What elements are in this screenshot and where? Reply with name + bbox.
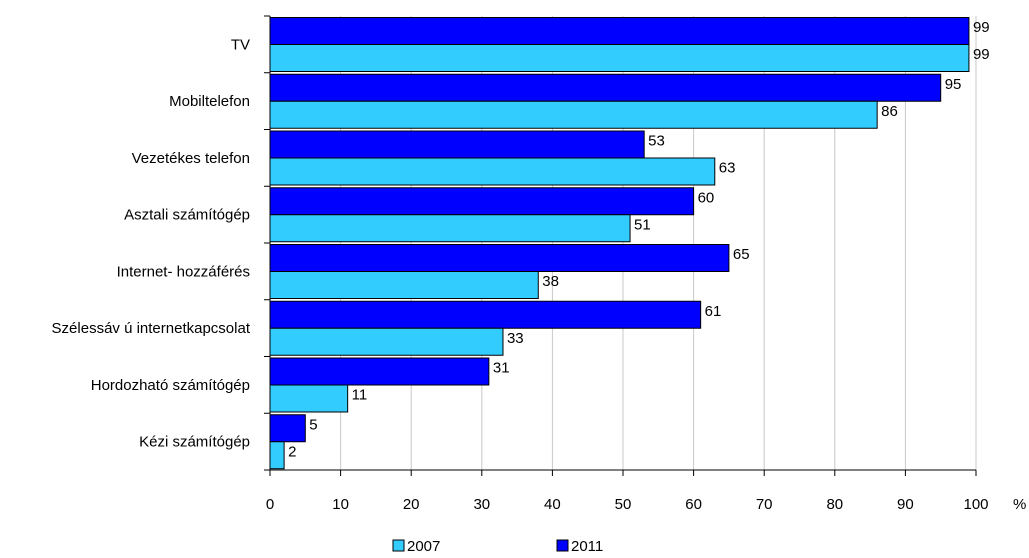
axes — [264, 15, 977, 476]
x-tick-label: 70 — [756, 496, 773, 513]
data-label: 53 — [648, 133, 665, 150]
legend-label: 2011 — [571, 538, 603, 555]
category-label: Szélessáv ú internetkapcsolat — [52, 320, 251, 337]
bar-2011 — [269, 300, 702, 329]
bar-2011 — [269, 130, 645, 159]
bar-2011 — [269, 414, 306, 443]
bar-2011 — [269, 187, 695, 216]
x-tick-label: 100 — [963, 496, 988, 513]
x-tick-label: 40 — [544, 496, 561, 513]
data-label: 86 — [881, 103, 898, 120]
category-label: Kézi számítógép — [139, 434, 250, 451]
x-tick-label: 30 — [473, 496, 490, 513]
data-label: 51 — [634, 216, 651, 233]
data-label: 95 — [945, 76, 962, 93]
legend-swatch — [556, 539, 569, 552]
data-label: 99 — [973, 19, 990, 36]
bar-2007 — [269, 44, 970, 72]
x-tick-label: 0 — [266, 496, 274, 513]
data-label: 5 — [309, 416, 317, 433]
data-label: 63 — [719, 160, 736, 177]
bar-2007 — [269, 157, 716, 186]
data-label: 33 — [507, 330, 524, 347]
x-tick-label: 60 — [685, 496, 702, 513]
x-tick-label: 50 — [615, 496, 632, 513]
category-label: Internet- hozzáférés — [117, 263, 250, 280]
x-tick-label: 10 — [332, 496, 349, 513]
legend-swatch — [392, 539, 405, 552]
bar-2007 — [269, 214, 631, 243]
category-label: TV — [231, 36, 250, 53]
data-label: 60 — [698, 189, 715, 206]
data-label: 65 — [733, 246, 750, 263]
data-label: 31 — [493, 360, 510, 377]
bar-2007 — [269, 384, 349, 413]
x-tick-labels: 0 10 20 30 40 50 60 70 80 90 100 — [266, 496, 989, 513]
category-label: Asztali számítógép — [124, 207, 250, 224]
x-tick-label: 90 — [897, 496, 914, 513]
bars — [269, 17, 970, 470]
category-labels: TV Mobiltelefon Vezetékes telefon Asztali s… — [52, 36, 251, 450]
category-label: Hordozható számítógép — [91, 377, 250, 394]
bar-2011 — [269, 244, 730, 272]
category-label: Mobiltelefon — [169, 93, 250, 110]
bar-2007 — [269, 271, 539, 299]
category-label: Vezetékes telefon — [132, 150, 250, 167]
data-label: 2 — [288, 443, 296, 460]
bar-2007 — [269, 327, 504, 356]
data-label: 99 — [973, 46, 990, 63]
bar-2011 — [269, 73, 942, 102]
bar-2007 — [269, 100, 878, 129]
legend-label: 2007 — [407, 538, 440, 555]
bar-2011 — [269, 17, 970, 45]
data-label: 61 — [705, 303, 722, 320]
data-label: 11 — [352, 387, 368, 404]
data-label: 38 — [542, 273, 559, 290]
x-tick-label: 20 — [403, 496, 420, 513]
bar-2011 — [269, 357, 490, 386]
x-axis-unit: % — [1013, 496, 1026, 513]
legend: 2007 2011 — [392, 538, 603, 555]
x-tick-label: 80 — [826, 496, 843, 513]
bar-2007 — [269, 441, 285, 470]
